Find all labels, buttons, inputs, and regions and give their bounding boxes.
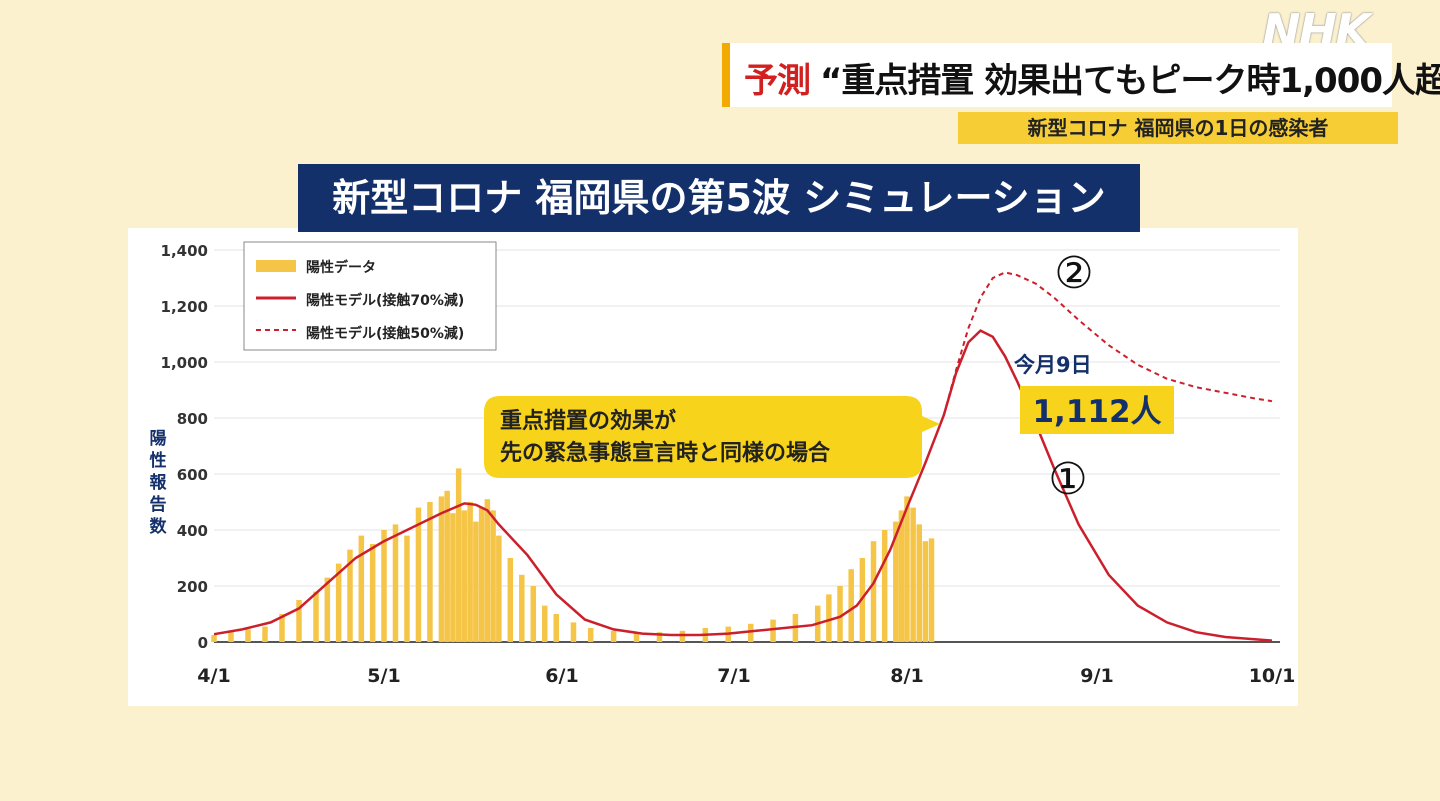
- data-bar: [296, 600, 302, 642]
- data-bar: [404, 535, 410, 642]
- x-tick-label: 7/1: [717, 665, 750, 687]
- data-bar: [910, 507, 916, 642]
- y-tick-label: 1,200: [161, 298, 208, 316]
- y-tick-label: 1,400: [161, 242, 208, 260]
- y-tick-label: 800: [177, 410, 208, 428]
- legend-swatch-bars: [256, 260, 296, 272]
- data-bar: [496, 535, 502, 642]
- callout-bubble: [484, 396, 940, 478]
- y-tick-label: 400: [177, 522, 208, 540]
- data-bar: [444, 490, 450, 642]
- legend-label: 陽性データ: [306, 259, 376, 276]
- data-bar: [553, 614, 560, 642]
- x-tick-label: 10/1: [1249, 665, 1296, 687]
- callout-text: 先の緊急事態宣言時と同様の場合: [500, 440, 831, 466]
- chart-title: 新型コロナ 福岡県の第5波 シミュレーション: [298, 164, 1140, 232]
- data-bar: [211, 635, 217, 642]
- data-bar: [870, 541, 877, 642]
- data-bar: [922, 541, 929, 642]
- data-bar: [656, 632, 663, 642]
- data-bar: [587, 628, 594, 642]
- data-bar: [542, 605, 548, 642]
- peak-date: 今月9日: [1014, 353, 1092, 377]
- data-bar: [881, 530, 888, 642]
- y-axis-label: 報: [150, 472, 168, 493]
- data-bar: [381, 530, 387, 642]
- x-tick-label: 8/1: [890, 665, 923, 687]
- headline-banner: 予測 “重点措置 効果出てもピーク時1,000人超”: [722, 43, 1440, 107]
- marker-1: ①: [1048, 454, 1087, 505]
- data-bar: [826, 594, 832, 642]
- data-bar: [904, 496, 910, 642]
- headline-text: 予測 “重点措置 効果出てもピーク時1,000人超”: [744, 53, 1440, 102]
- peak-value-badge: [1020, 386, 1174, 434]
- data-bar: [848, 569, 854, 642]
- data-bar: [679, 630, 686, 642]
- legend-label: 陽性モデル(接触70%減): [306, 292, 464, 309]
- data-bar: [530, 586, 537, 642]
- callout-text: 重点措置の効果が: [500, 408, 676, 434]
- y-axis-label: 性: [150, 450, 167, 471]
- data-bar: [478, 507, 485, 642]
- subheadline: 新型コロナ 福岡県の1日の感染者: [958, 112, 1398, 144]
- y-axis-label: 数: [150, 516, 168, 537]
- data-bar: [262, 626, 268, 642]
- y-tick-label: 1,000: [161, 354, 208, 372]
- x-tick-label: 5/1: [367, 665, 400, 687]
- data-bar: [415, 507, 422, 642]
- data-bar: [570, 622, 577, 642]
- y-tick-label: 600: [177, 466, 208, 484]
- data-bar: [461, 510, 468, 642]
- data-bar: [490, 510, 496, 642]
- data-bar: [450, 513, 456, 642]
- data-bar: [279, 614, 285, 642]
- data-bar: [928, 538, 935, 642]
- x-tick-label: 6/1: [545, 665, 578, 687]
- data-bar: [467, 502, 473, 642]
- model-line-70: [213, 329, 1273, 642]
- data-bar: [228, 632, 234, 642]
- y-tick-label: 200: [177, 578, 208, 596]
- y-axis-label: 告: [150, 494, 167, 515]
- data-bar: [347, 549, 353, 642]
- data-bar: [747, 623, 754, 642]
- data-bar: [507, 558, 514, 642]
- y-axis-label: 陽: [150, 429, 167, 449]
- data-bar: [484, 499, 491, 642]
- data-bar: [324, 577, 331, 642]
- data-bar: [438, 496, 445, 642]
- data-bar: [427, 502, 433, 642]
- data-bar: [633, 632, 640, 642]
- marker-2: ②: [1054, 248, 1093, 299]
- legend-box: [243, 241, 497, 351]
- legend-label: 陽性モデル(接触50%減): [306, 325, 464, 342]
- data-bar: [837, 586, 843, 642]
- model-line-50: [942, 271, 1273, 416]
- data-bar: [455, 468, 462, 642]
- data-bar: [610, 630, 617, 642]
- data-bar: [473, 521, 479, 642]
- headline-prefix: 予測: [744, 61, 811, 101]
- x-tick-label: 9/1: [1080, 665, 1113, 687]
- data-bar: [893, 521, 899, 642]
- data-bar: [392, 524, 399, 642]
- y-tick-label: 0: [198, 634, 208, 652]
- data-bar: [898, 510, 905, 642]
- data-bar: [916, 524, 923, 642]
- data-bar: [335, 563, 342, 642]
- data-bar: [358, 535, 365, 642]
- data-bar: [519, 574, 525, 642]
- data-bar: [369, 544, 376, 642]
- data-bar: [245, 629, 251, 642]
- data-bar: [313, 591, 319, 642]
- headline-main: “重点措置 効果出てもピーク時1,000人超”: [820, 61, 1440, 101]
- headline-accent-bar: [722, 43, 730, 107]
- peak-value: 1,112人: [1032, 394, 1161, 430]
- data-bar: [770, 619, 776, 642]
- x-tick-label: 4/1: [197, 665, 230, 687]
